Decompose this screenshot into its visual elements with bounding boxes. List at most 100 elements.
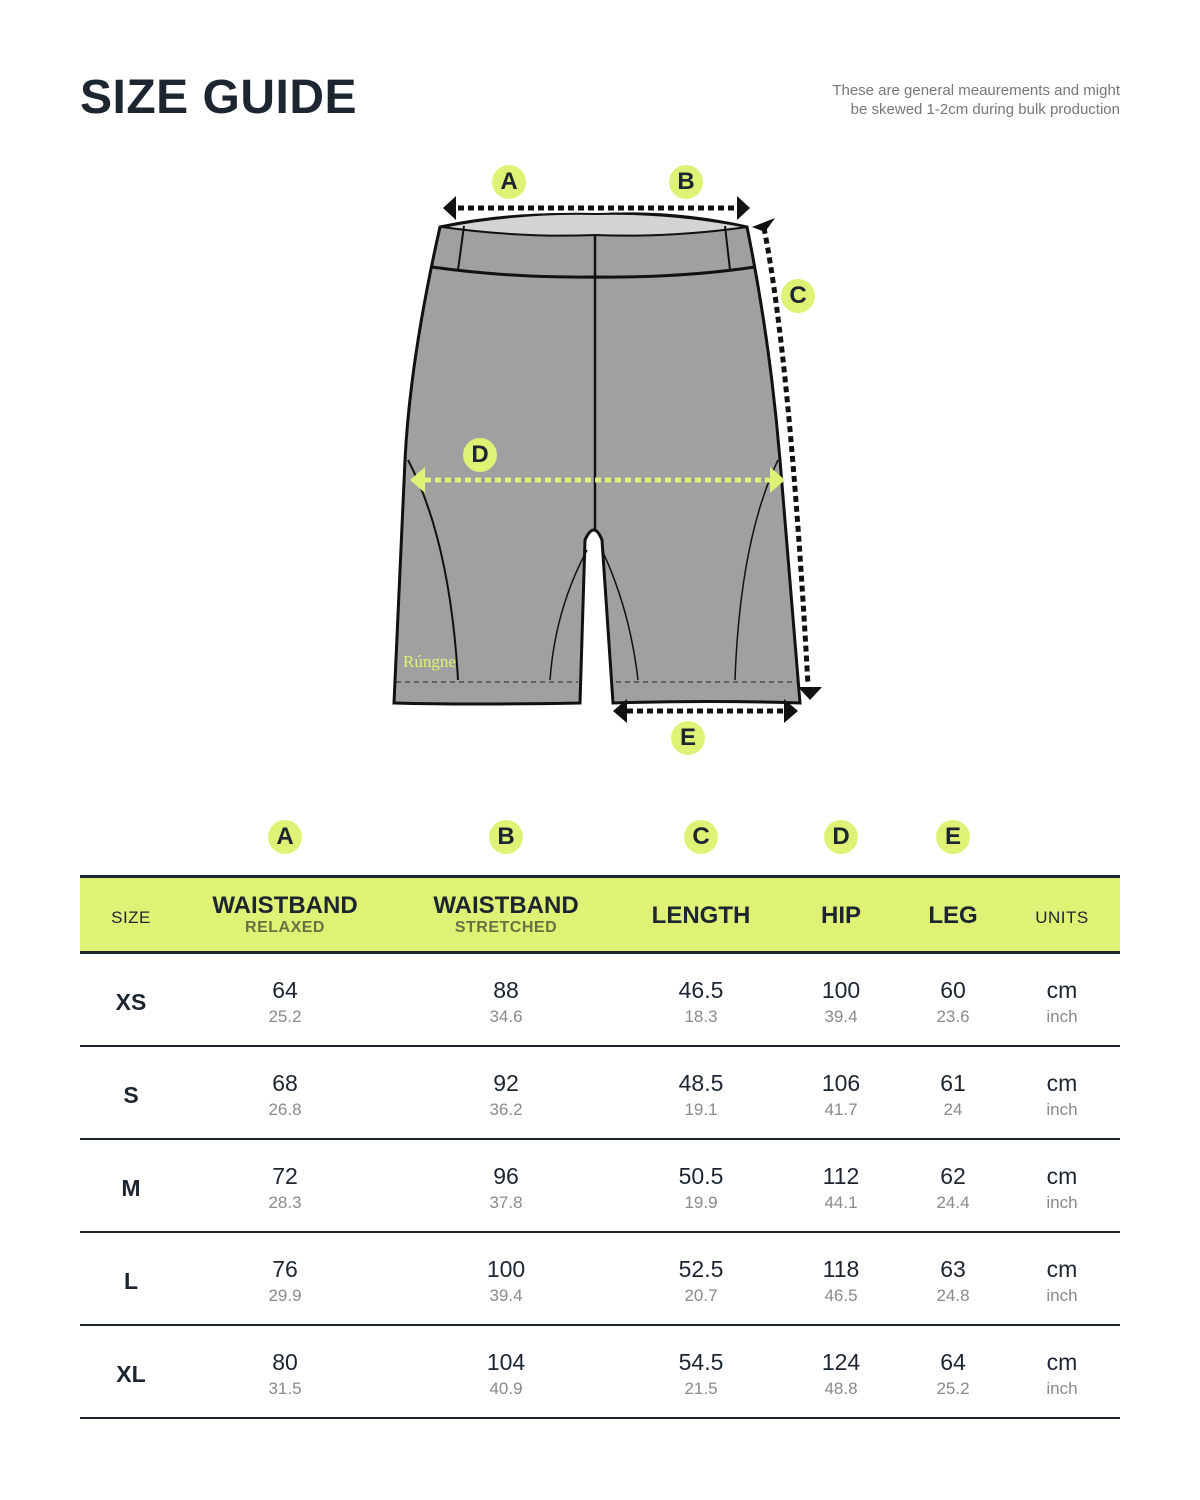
column-badge-d: D (824, 820, 858, 854)
value-inch: 46.5 (824, 1286, 858, 1305)
size-table: SIZE WAISTBAND RELAXED WAISTBAND STRETCH… (80, 875, 1120, 1419)
header-hip: HIP (820, 902, 862, 929)
value-cm: 46.5 (678, 977, 724, 1003)
size-label: XL (116, 1361, 146, 1387)
label-c-badge: C (781, 279, 815, 313)
page-title: SIZE GUIDE (80, 71, 358, 124)
unit-inch: inch (1046, 1379, 1078, 1398)
value-cm: 112 (822, 1163, 860, 1189)
value-inch: 19.9 (684, 1193, 718, 1212)
value-inch: 21.5 (684, 1379, 718, 1398)
shorts-illustration: Rúngne (392, 196, 822, 723)
value-inch: 25.2 (268, 1007, 302, 1026)
table-row: L 76 29.9 100 39.4 52.5 20.7 118 46.5 63 24.8 cm inc… (80, 1233, 1120, 1326)
value-inch: 26.8 (268, 1100, 302, 1119)
header-waistband-relaxed: WAISTBAND RELAXED (212, 892, 357, 936)
value-inch: 39.4 (824, 1007, 858, 1026)
value-cm: 100 (821, 977, 861, 1003)
size-label: XS (115, 989, 147, 1015)
table-row: XL 80 31.5 104 40.9 54.5 21.5 124 48.8 64 25.2 cm in… (80, 1326, 1120, 1419)
unit-cm: cm (1046, 1163, 1078, 1189)
value-inch: 34.6 (489, 1007, 523, 1026)
value-cm: 63 (940, 1256, 966, 1282)
header-units: UNITS (1035, 908, 1089, 927)
value-inch: 24 (943, 1100, 963, 1119)
table-row: M 72 28.3 96 37.8 50.5 19.9 112 44.1 62 24.4 cm inch (80, 1140, 1120, 1233)
table-row: XS 64 25.2 88 34.6 46.5 18.3 100 39.4 60 23.6 cm inc… (80, 954, 1120, 1047)
value-inch: 24.4 (936, 1193, 970, 1212)
value-inch: 44.1 (824, 1193, 858, 1212)
value-inch: 36.2 (489, 1100, 523, 1119)
unit-inch: inch (1046, 1100, 1078, 1119)
size-label: L (123, 1268, 139, 1294)
value-inch: 28.3 (268, 1193, 302, 1212)
label-d-badge: D (463, 438, 497, 472)
value-cm: 92 (493, 1070, 519, 1096)
header-sublabel: RELAXED (245, 919, 325, 936)
value-cm: 106 (821, 1070, 861, 1096)
value-inch: 41.7 (824, 1100, 858, 1119)
value-cm: 88 (493, 977, 519, 1003)
header-size: SIZE (111, 908, 151, 927)
note-line: be skewed 1-2cm during bulk production (850, 101, 1120, 118)
value-cm: 118 (822, 1256, 860, 1282)
table-header: SIZE WAISTBAND RELAXED WAISTBAND STRETCH… (80, 875, 1120, 954)
shorts-diagram: Rúngne A B C D E (380, 160, 840, 760)
value-cm: 64 (272, 977, 298, 1003)
header-length: LENGTH (651, 902, 751, 929)
header-sublabel: STRETCHED (454, 919, 558, 936)
value-inch: 24.8 (936, 1286, 970, 1305)
value-inch: 23.6 (936, 1007, 970, 1026)
size-label: M (121, 1175, 141, 1201)
column-badge-b: B (489, 820, 523, 854)
header-label: WAISTBAND (212, 892, 358, 919)
unit-cm: cm (1046, 1256, 1078, 1282)
value-cm: 52.5 (678, 1256, 724, 1282)
label-a-badge: A (492, 165, 526, 199)
value-cm: 50.5 (678, 1163, 724, 1189)
value-cm: 80 (272, 1349, 298, 1375)
value-cm: 100 (486, 1256, 526, 1282)
value-inch: 29.9 (268, 1286, 302, 1305)
column-badge-e: E (936, 820, 970, 854)
value-cm: 61 (940, 1070, 966, 1096)
value-inch: 48.8 (824, 1379, 858, 1398)
column-badge-a: A (268, 820, 302, 854)
value-inch: 20.7 (684, 1286, 718, 1305)
production-note: These are general meaurements and might … (700, 81, 1120, 119)
column-badge-c: C (684, 820, 718, 854)
unit-cm: cm (1046, 1349, 1078, 1375)
value-cm: 104 (486, 1349, 526, 1375)
header-label: WAISTBAND (433, 892, 579, 919)
label-e-badge: E (671, 721, 705, 755)
unit-inch: inch (1046, 1193, 1078, 1212)
value-cm: 48.5 (678, 1070, 724, 1096)
value-cm: 96 (493, 1163, 519, 1189)
table-row: S 68 26.8 92 36.2 48.5 19.1 106 41.7 61 24 cm inch (80, 1047, 1120, 1140)
note-line: These are general meaurements and might (832, 82, 1120, 99)
value-inch: 18.3 (684, 1007, 718, 1026)
label-b-badge: B (669, 165, 703, 199)
brand-logo: Rúngne (403, 652, 456, 671)
value-cm: 54.5 (678, 1349, 724, 1375)
value-cm: 124 (821, 1349, 861, 1375)
unit-cm: cm (1046, 977, 1078, 1003)
size-label: S (123, 1082, 139, 1108)
value-cm: 60 (940, 977, 966, 1003)
value-inch: 19.1 (684, 1100, 718, 1119)
unit-inch: inch (1046, 1286, 1078, 1305)
value-cm: 62 (940, 1163, 966, 1189)
header-waistband-stretched: WAISTBAND STRETCHED (433, 892, 578, 936)
unit-cm: cm (1046, 1070, 1078, 1096)
header-leg: LEG (928, 902, 978, 929)
unit-inch: inch (1046, 1007, 1078, 1026)
value-inch: 37.8 (489, 1193, 523, 1212)
value-cm: 76 (272, 1256, 298, 1282)
value-cm: 68 (272, 1070, 298, 1096)
value-inch: 31.5 (268, 1379, 302, 1398)
value-cm: 72 (272, 1163, 298, 1189)
value-cm: 64 (940, 1349, 966, 1375)
value-inch: 25.2 (936, 1379, 970, 1398)
value-inch: 39.4 (489, 1286, 523, 1305)
value-inch: 40.9 (489, 1379, 523, 1398)
